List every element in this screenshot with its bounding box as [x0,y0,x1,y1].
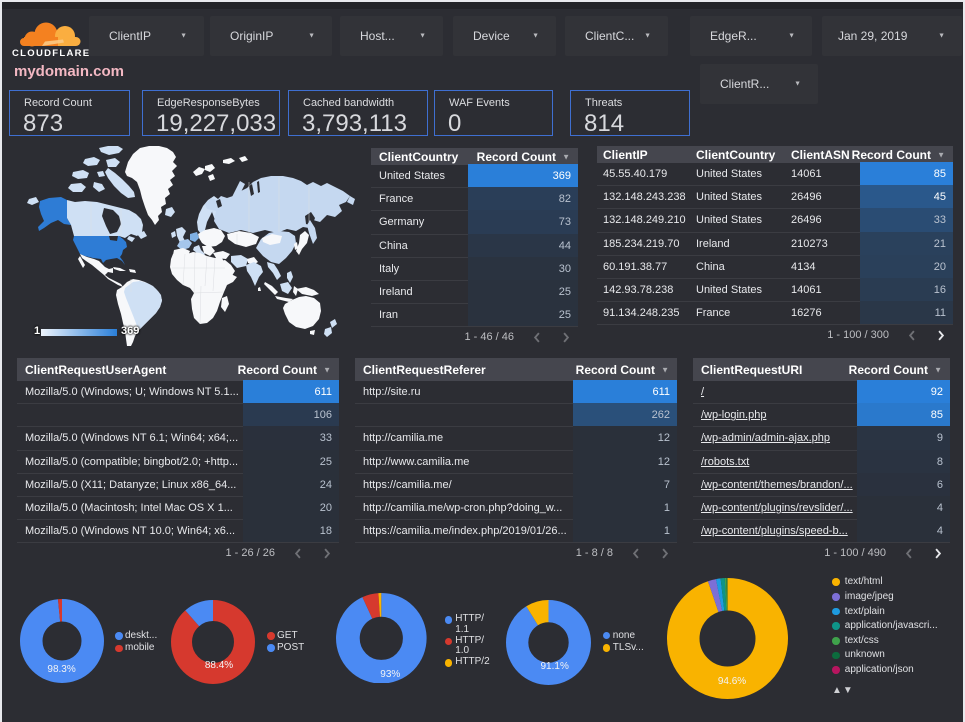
svg-text:CLOUDFLARE: CLOUDFLARE [12,48,90,59]
